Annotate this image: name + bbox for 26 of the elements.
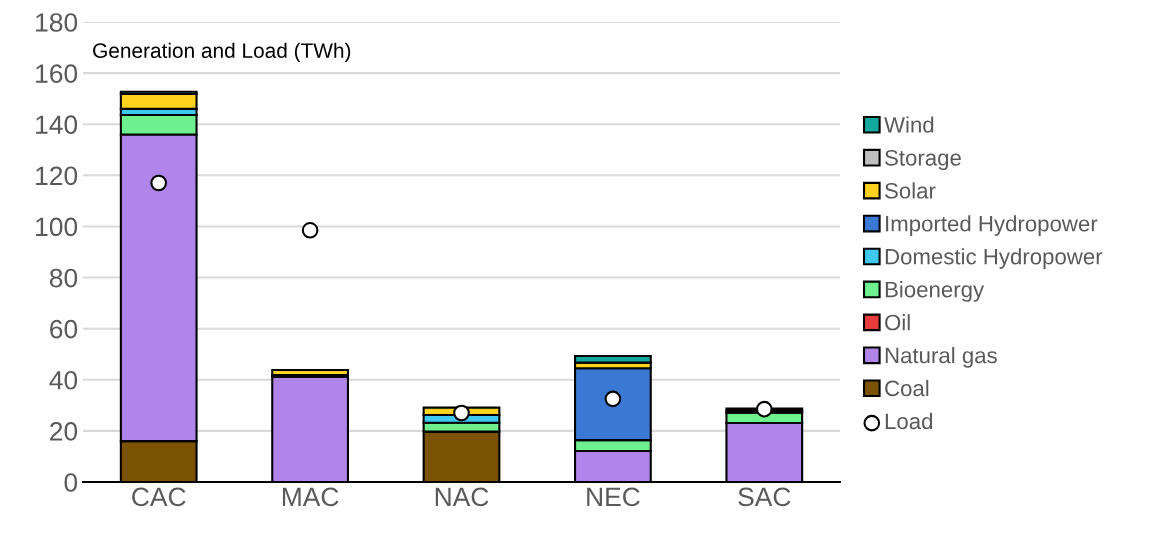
legend-label: Natural gas [885,346,997,368]
legend-label: Solar [885,182,936,199]
x-tick-label: MAC [282,487,339,507]
legend-label: Domestic Hydropower [885,248,1103,269]
x-tick-label: NAC [435,487,489,507]
legend-label: Wind [884,116,934,133]
legend-label: Storage [885,149,961,171]
y-tick-label: 20 [50,422,78,441]
text: Generation and Load (TWh) [93,42,351,63]
x-tick-label: NEC [587,487,640,507]
x-tick-label: SAC [738,487,791,507]
x-tick-label: CAC [132,487,186,507]
legend-label: Imported Hydropower [886,215,1098,236]
y-tick-label: 100 [36,217,78,237]
legend-label: Coal [885,379,929,397]
y-tick-label: 60 [50,319,78,339]
y-tick-label: 180 [36,13,78,32]
y-tick-label: 160 [36,64,78,83]
legend-label: Load [885,412,933,430]
y-tick-label: 40 [49,370,78,390]
legend-label: Bioenergy [885,281,985,302]
y-tick-label: 120 [36,166,78,186]
y-tick-label: 80 [49,268,78,288]
legend-label: Oil [885,314,910,331]
y-tick-label: 140 [36,115,78,135]
y-tick-label: 0 [64,473,78,492]
